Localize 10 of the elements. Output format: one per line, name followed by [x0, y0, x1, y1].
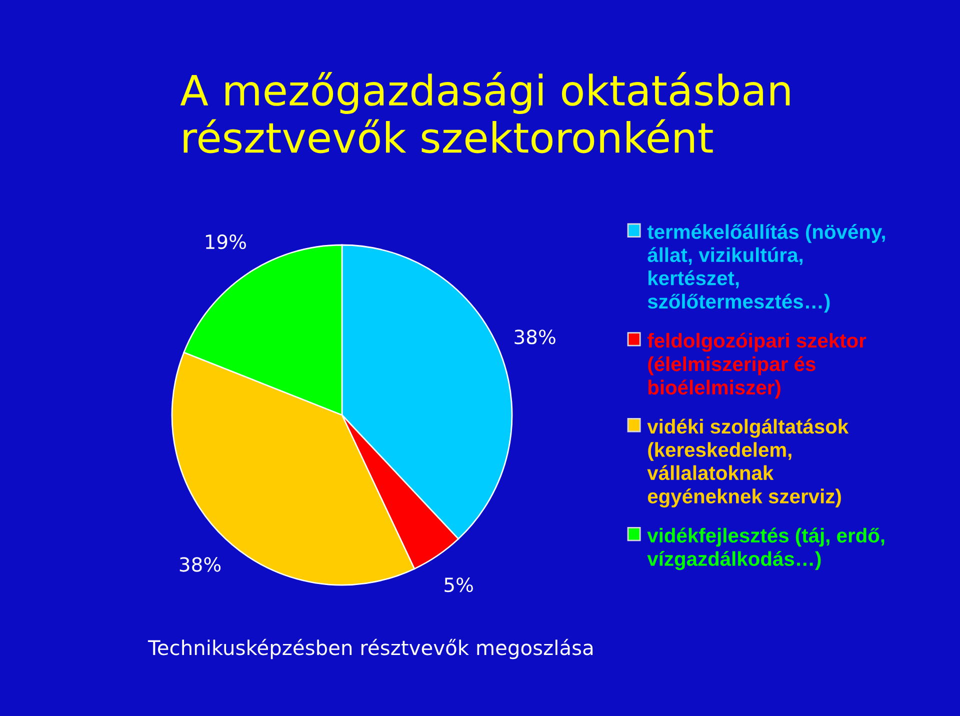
legend-label: feldolgozóipari szektor (élelmiszeripar és bioélelmiszer)	[647, 332, 866, 399]
data-label: 38%	[180, 557, 221, 572]
data-label: 19%	[206, 234, 246, 250]
data-label: 38%	[514, 330, 556, 344]
legend-label: vidékfejlesztés (táj, erdő, vízgazdálkodás…)	[647, 528, 884, 570]
chart-title: A mezőgazdasági oktatásban résztvevők szektoronként	[180, 72, 790, 154]
legend-label: vidéki szolgáltatások (kereskedelem, vállalatoknak egyéneknek szerviz)	[647, 418, 849, 508]
legend-label: termékelőállítás (növény, állat, vizikultúra, kertészet, szőlőtermesztés…)	[647, 224, 885, 313]
data-label: 5%	[444, 577, 473, 592]
text: Technikusképzésben résztvevők megoszlása	[148, 638, 593, 660]
